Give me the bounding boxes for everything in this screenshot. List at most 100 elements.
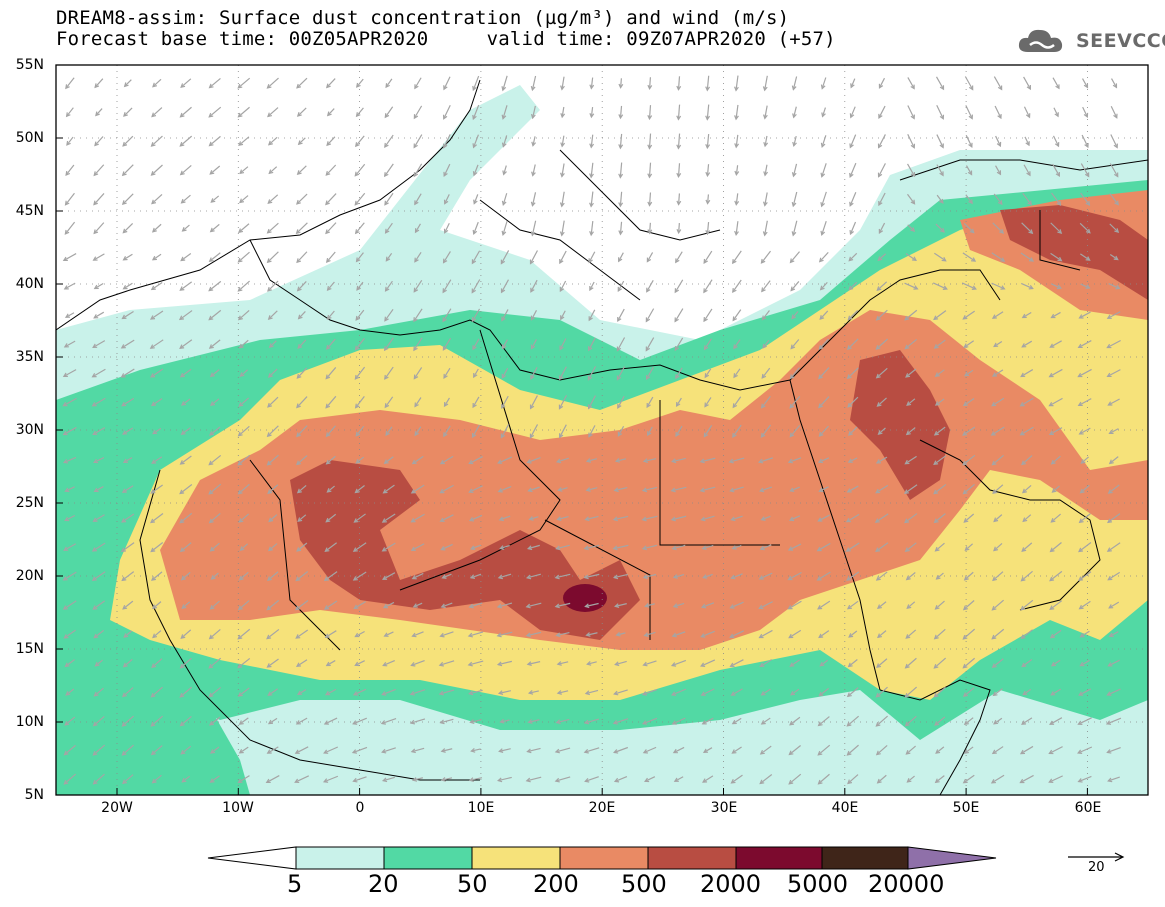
wind-arrow — [151, 253, 162, 261]
wind-arrow — [62, 571, 77, 581]
wind-arrow — [676, 76, 682, 91]
wind-arrow — [817, 457, 830, 464]
wind-arrow — [208, 135, 221, 147]
wind-arrow — [1023, 164, 1031, 177]
wind-arrow — [1049, 542, 1062, 553]
wind-arrow — [1021, 282, 1034, 290]
wind-arrow — [413, 105, 423, 120]
wind-arrow — [875, 456, 888, 464]
wind-arrow — [121, 485, 134, 493]
wind-arrow — [1107, 659, 1120, 667]
wind-arrow — [875, 309, 888, 321]
wind-arrow — [439, 514, 454, 522]
wind-arrow — [729, 630, 745, 639]
wind-arrow — [878, 222, 886, 235]
wind-arrow — [1049, 629, 1062, 639]
colorbar-label: 20000 — [868, 870, 945, 898]
wind-arrow — [614, 660, 627, 667]
wind-arrow — [612, 718, 629, 725]
wind-arrow — [907, 193, 916, 205]
wind-arrow — [413, 337, 423, 352]
wind-arrow — [787, 600, 802, 610]
wind-arrow — [179, 455, 192, 465]
wind-arrow — [734, 165, 740, 176]
colorbar-swatch — [471, 846, 561, 870]
wind-arrow — [497, 776, 512, 783]
wind-arrow — [296, 193, 308, 205]
wind-arrow — [179, 135, 193, 147]
wind-arrow — [1079, 659, 1090, 667]
wind-arrow — [759, 486, 773, 493]
wind-arrow — [671, 631, 686, 638]
wind-arrow — [208, 280, 222, 292]
wind-arrow — [705, 194, 711, 205]
wind-arrow — [63, 629, 76, 639]
wind-arrow — [209, 775, 220, 783]
wind-arrow — [907, 224, 916, 233]
wind-arrow — [904, 338, 918, 350]
wind-arrow — [676, 104, 682, 121]
wind-arrow — [875, 338, 888, 350]
wind-arrow — [1050, 311, 1061, 319]
wind-arrow — [526, 457, 541, 464]
wind-arrow — [323, 717, 338, 725]
wind-arrow — [267, 396, 279, 408]
wind-arrow — [472, 75, 480, 92]
wind-arrow — [818, 338, 830, 350]
wind-arrow — [905, 253, 917, 262]
wind-arrow — [65, 77, 75, 90]
wind-arrow — [1021, 455, 1033, 466]
wind-arrow — [700, 515, 715, 522]
wind-arrow — [352, 571, 367, 581]
wind-arrow — [294, 775, 310, 784]
wind-arrow — [642, 573, 657, 580]
lon-label-20e: 20E — [588, 800, 616, 816]
wind-arrow — [729, 659, 744, 668]
wind-arrow — [295, 659, 308, 667]
wind-arrow — [1106, 311, 1121, 319]
wind-arrow — [443, 194, 450, 205]
wind-arrow — [1107, 513, 1121, 524]
wind-arrow — [789, 395, 801, 409]
wind-arrow — [237, 77, 251, 89]
wind-arrow — [411, 455, 424, 465]
wind-arrow — [817, 773, 830, 785]
wind-arrow — [472, 134, 479, 149]
wind-arrow — [614, 458, 627, 463]
wind-arrow — [1108, 601, 1120, 609]
wind-arrow — [617, 395, 625, 409]
wind-arrow — [65, 688, 75, 696]
wind-arrow — [66, 136, 74, 146]
cloud-icon — [1018, 29, 1063, 52]
wind-arrow — [761, 280, 771, 293]
wind-arrow — [413, 134, 423, 149]
wind-arrow — [525, 573, 541, 580]
wind-arrow — [209, 542, 220, 552]
wind-arrow — [965, 134, 973, 148]
wind-arrow — [296, 107, 307, 117]
wind-arrow — [296, 165, 307, 176]
wind-arrow — [353, 513, 366, 523]
wind-arrow — [760, 515, 771, 521]
wind-arrow — [589, 77, 595, 90]
wind-arrow — [267, 688, 279, 696]
wind-arrow — [555, 544, 570, 551]
colorbar-label: 5000 — [787, 870, 849, 898]
colorbar-swatch — [647, 846, 737, 870]
wind-arrow — [326, 281, 335, 291]
wind-arrow — [382, 601, 395, 609]
wind-arrow — [471, 250, 481, 265]
wind-arrow — [150, 135, 163, 147]
wind-arrow — [443, 367, 451, 379]
wind-arrow — [641, 515, 658, 522]
wind-arrow — [237, 687, 250, 697]
wind-arrow — [876, 281, 888, 291]
wind-arrow — [906, 775, 915, 783]
wind-arrow — [123, 107, 133, 117]
wind-arrow — [1050, 513, 1062, 523]
wind-arrow — [1078, 311, 1091, 319]
wind-arrow — [64, 312, 75, 318]
wind-arrow — [265, 775, 280, 784]
wind-arrow — [616, 366, 626, 381]
wind-arrow — [297, 310, 306, 320]
